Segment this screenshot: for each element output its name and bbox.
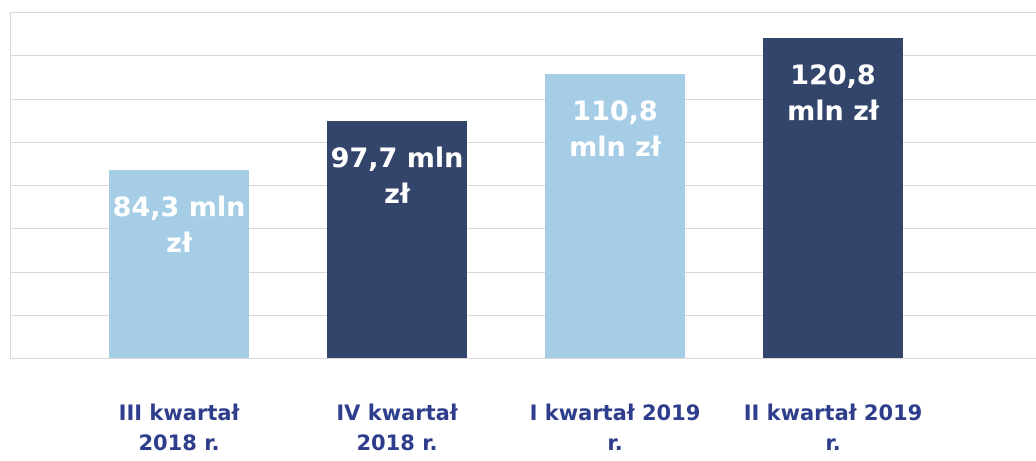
bar — [327, 121, 467, 358]
grid-line — [10, 12, 1036, 13]
grid-line — [10, 271, 1036, 273]
grid-line — [10, 55, 1036, 57]
bar — [545, 73, 685, 358]
grid-line — [10, 314, 1036, 316]
bar — [763, 37, 903, 358]
grid-line — [10, 98, 1036, 100]
data-label: 120,8 mln zł — [787, 59, 879, 127]
x-tick-label: III kwartał 2018 r. — [118, 401, 240, 455]
grid-line — [10, 358, 1036, 359]
data-label: 110,8 mln zł — [569, 95, 661, 163]
grid-line — [10, 185, 1036, 186]
grid-line — [10, 228, 1036, 230]
grid-line — [10, 141, 1036, 143]
data-label: 97,7 mln zł — [330, 143, 464, 211]
bar — [109, 169, 249, 358]
x-tick-label: I kwartał 2019 r. — [529, 401, 701, 455]
data-label: 84,3 mln zł — [112, 191, 246, 259]
x-tick-label: II kwartał 2019 r. — [743, 401, 923, 455]
x-tick-label: IV kwartał 2018 r. — [336, 401, 458, 455]
